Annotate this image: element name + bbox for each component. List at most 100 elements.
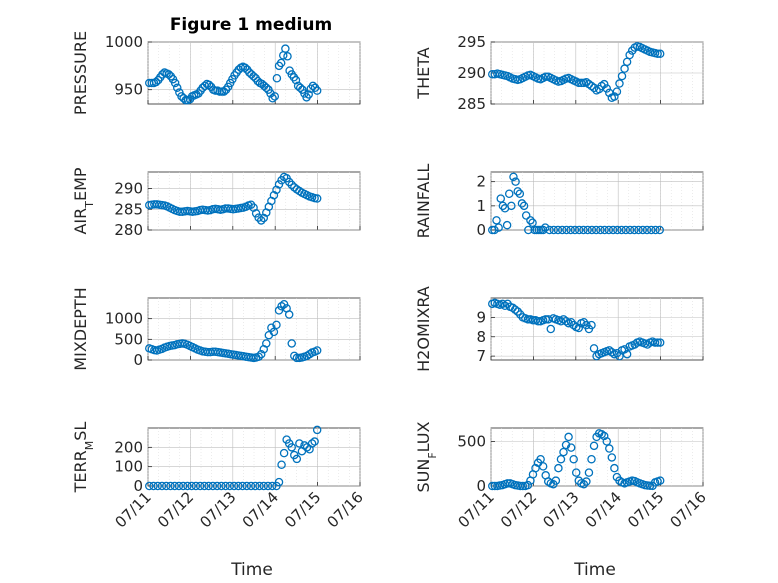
data-point <box>526 216 535 225</box>
data-point <box>284 310 294 319</box>
data-point <box>279 299 289 309</box>
y-tick-label: 1000 <box>105 33 143 51</box>
data-point <box>518 481 528 491</box>
panel-4: 0 500 1000 MIXDEPTH <box>71 287 361 371</box>
data-point <box>234 481 243 491</box>
data-point <box>579 225 588 235</box>
data-point <box>541 223 550 232</box>
data-point <box>587 454 596 464</box>
data-point <box>503 479 512 488</box>
data-point <box>533 316 543 326</box>
data-point <box>204 80 214 90</box>
data-point <box>602 84 612 93</box>
data-point <box>178 481 188 491</box>
y-tick-label: 290 <box>114 180 143 198</box>
data-point <box>191 481 201 491</box>
data-point <box>267 481 277 491</box>
data-point <box>229 481 239 491</box>
data-point <box>157 481 167 491</box>
data-point <box>589 344 599 353</box>
data-point <box>634 225 643 235</box>
data-point <box>610 463 619 473</box>
data-point <box>221 481 230 491</box>
data-point <box>170 481 179 491</box>
x-tick-label: 07/15 <box>281 488 324 531</box>
data-point <box>507 201 516 211</box>
y-axis-label: TERRMSL <box>71 422 96 494</box>
y-tick-label: 285 <box>457 95 486 113</box>
data-point <box>164 70 174 79</box>
x-tick-label: 07/13 <box>196 488 239 531</box>
data-point <box>566 443 576 452</box>
data-point <box>622 349 632 359</box>
data-point <box>605 444 614 453</box>
data-point <box>217 481 226 491</box>
panel-0: 950 1000 PRESSURE <box>71 31 361 115</box>
data-point <box>509 172 518 182</box>
data-point <box>145 481 154 491</box>
y-axis-label: AIRTEMP <box>71 167 96 234</box>
data-point <box>187 481 196 491</box>
data-point <box>149 481 158 491</box>
y-tick-label: 500 <box>114 330 143 348</box>
y-axis-label: RAINFALL <box>414 164 433 239</box>
data-point <box>600 225 609 235</box>
data-point <box>655 476 665 485</box>
data-point <box>607 453 617 462</box>
y-tick-label: 0 <box>476 221 486 239</box>
plot-area <box>490 171 704 231</box>
data-point <box>498 299 507 309</box>
data-point <box>587 225 597 235</box>
data-point <box>158 70 167 79</box>
y-tick-label: 290 <box>457 64 486 82</box>
y-axis-label: H2OMIXRA <box>414 286 433 372</box>
data-point <box>240 63 250 73</box>
x-axis-label-right: Time <box>573 560 616 580</box>
y-tick-label: 0 <box>133 477 143 495</box>
data-point <box>545 225 554 235</box>
data-point <box>208 481 218 491</box>
panel-7: 07/11 07/12 07/13 07/14 07/15 07/160500SUNFLU… <box>414 421 710 531</box>
data-point <box>653 49 662 59</box>
data-point <box>556 316 566 326</box>
data-point <box>204 481 213 491</box>
data-point <box>557 225 567 235</box>
data-point <box>281 44 290 53</box>
data-point <box>490 225 499 235</box>
data-point <box>283 52 292 61</box>
data-point <box>290 351 299 361</box>
data-point <box>312 425 322 435</box>
data-point <box>312 346 322 355</box>
data-point <box>524 225 533 235</box>
data-point <box>587 81 596 91</box>
data-point <box>292 454 302 464</box>
data-point <box>617 71 627 81</box>
data-point <box>498 201 508 211</box>
data-point <box>549 225 559 235</box>
data-point <box>621 225 631 235</box>
data-point <box>287 180 296 190</box>
data-point <box>553 225 563 235</box>
data-point <box>591 225 601 235</box>
data-point <box>562 225 571 235</box>
data-point <box>571 468 581 477</box>
data-point <box>510 305 520 314</box>
data-point <box>643 481 652 490</box>
data-point <box>651 225 660 235</box>
data-point <box>304 90 313 99</box>
data-point <box>200 481 209 491</box>
data-point <box>582 477 591 486</box>
data-point <box>307 439 317 448</box>
y-tick-label: 7 <box>476 347 486 365</box>
data-point <box>269 327 279 337</box>
data-point <box>291 75 301 85</box>
data-point <box>625 225 635 235</box>
data-point <box>255 481 264 491</box>
x-tick-label: 07/14 <box>239 488 282 531</box>
y-axis-label: SUNFLUX <box>414 421 439 492</box>
data-point <box>270 92 280 101</box>
data-point <box>517 199 527 208</box>
data-point <box>263 481 273 491</box>
data-point <box>546 324 556 334</box>
data-point <box>272 73 282 83</box>
